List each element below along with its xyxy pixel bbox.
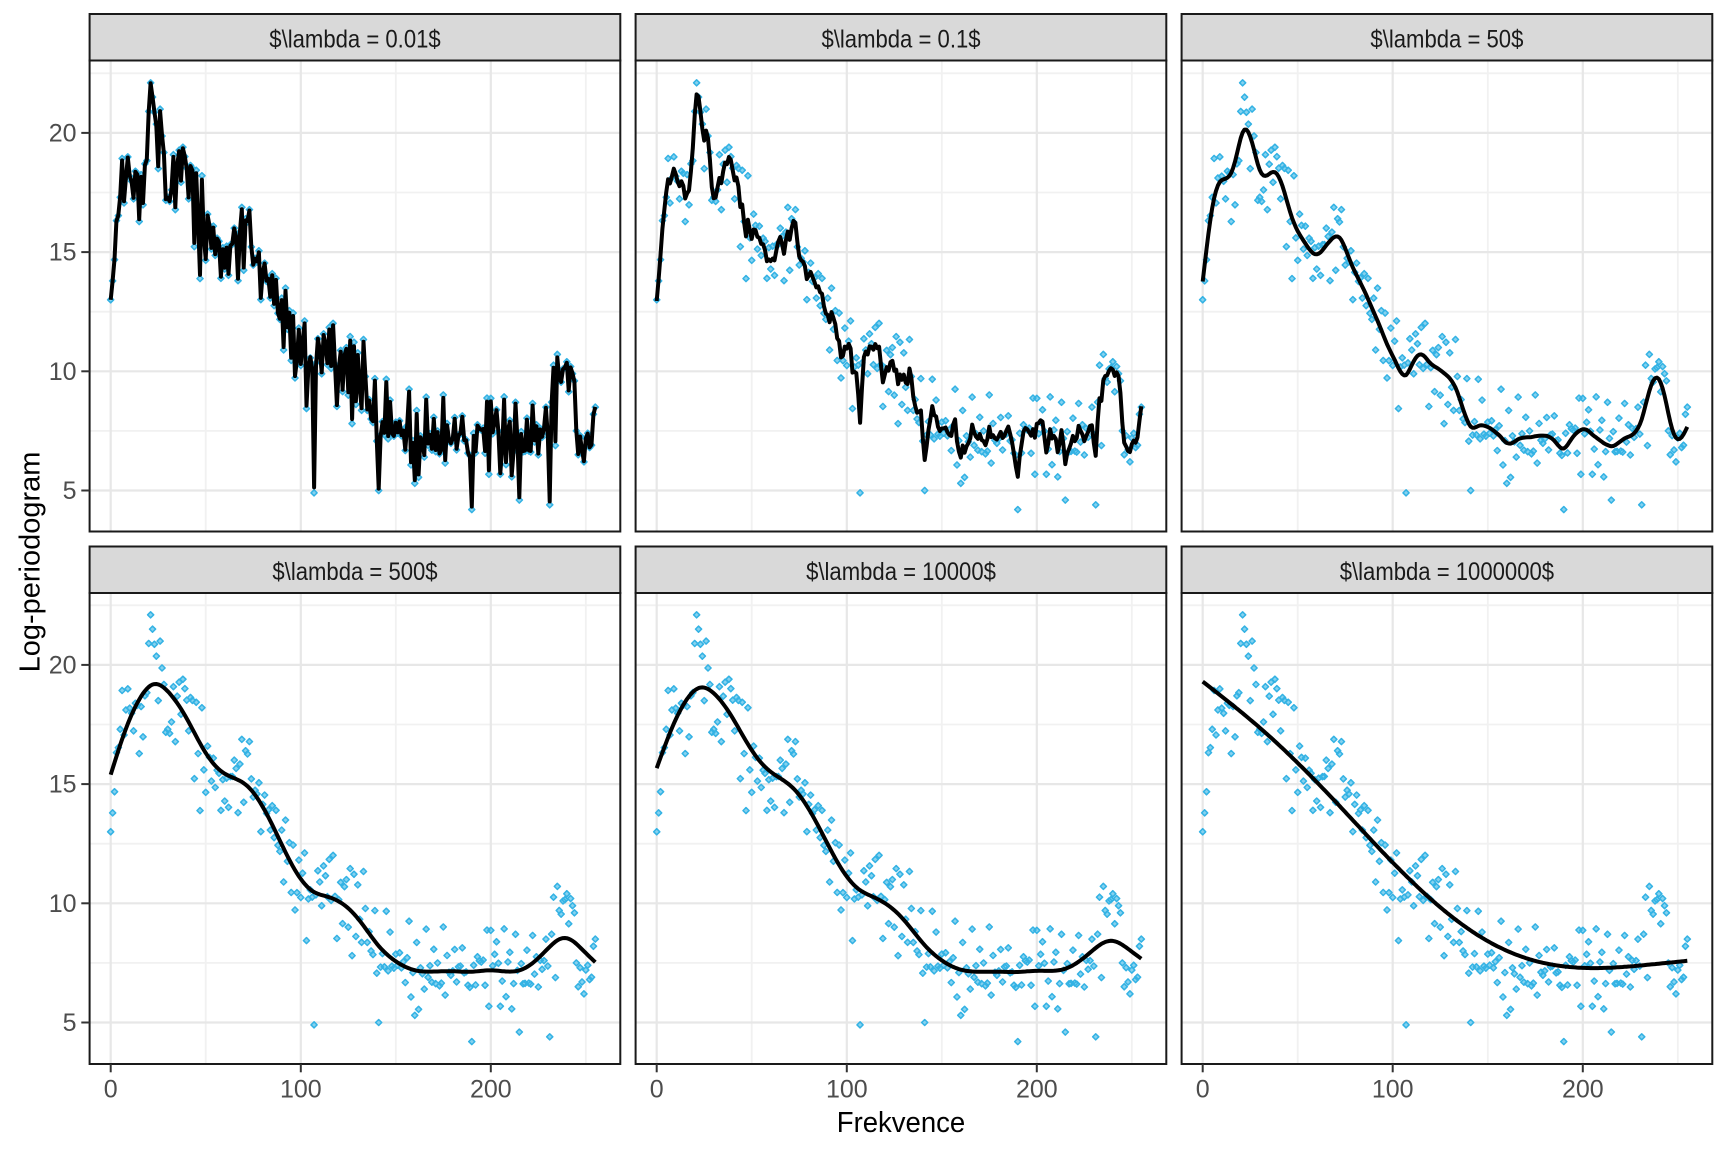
svg-text:200: 200	[1562, 1076, 1604, 1104]
svg-text:10: 10	[49, 358, 77, 386]
svg-text:0: 0	[104, 1076, 118, 1104]
svg-text:$\lambda = 500$: $\lambda = 500$	[272, 558, 437, 586]
svg-text:$\lambda = 0.1$: $\lambda = 0.1$	[821, 26, 980, 54]
svg-text:$\lambda = 10000$: $\lambda = 10000$	[806, 558, 996, 586]
svg-text:15: 15	[49, 239, 77, 267]
svg-text:Frekvence: Frekvence	[837, 1107, 966, 1139]
svg-text:200: 200	[470, 1076, 512, 1104]
svg-text:5: 5	[63, 477, 77, 505]
svg-text:15: 15	[49, 771, 77, 799]
svg-text:$\lambda = 50$: $\lambda = 50$	[1370, 26, 1523, 54]
svg-text:200: 200	[1016, 1076, 1058, 1104]
svg-text:100: 100	[826, 1076, 868, 1104]
svg-text:100: 100	[1372, 1076, 1414, 1104]
svg-text:100: 100	[280, 1076, 322, 1104]
svg-text:20: 20	[49, 651, 77, 679]
svg-text:10: 10	[49, 890, 77, 918]
svg-text:0: 0	[1196, 1076, 1210, 1104]
svg-text:0: 0	[650, 1076, 664, 1104]
svg-text:$\lambda = 1000000$: $\lambda = 1000000$	[1340, 558, 1554, 586]
svg-text:5: 5	[63, 1009, 77, 1037]
svg-text:$\lambda = 0.01$: $\lambda = 0.01$	[269, 26, 440, 54]
svg-text:Log-periodogram: Log-periodogram	[15, 452, 47, 673]
svg-text:20: 20	[49, 119, 77, 147]
